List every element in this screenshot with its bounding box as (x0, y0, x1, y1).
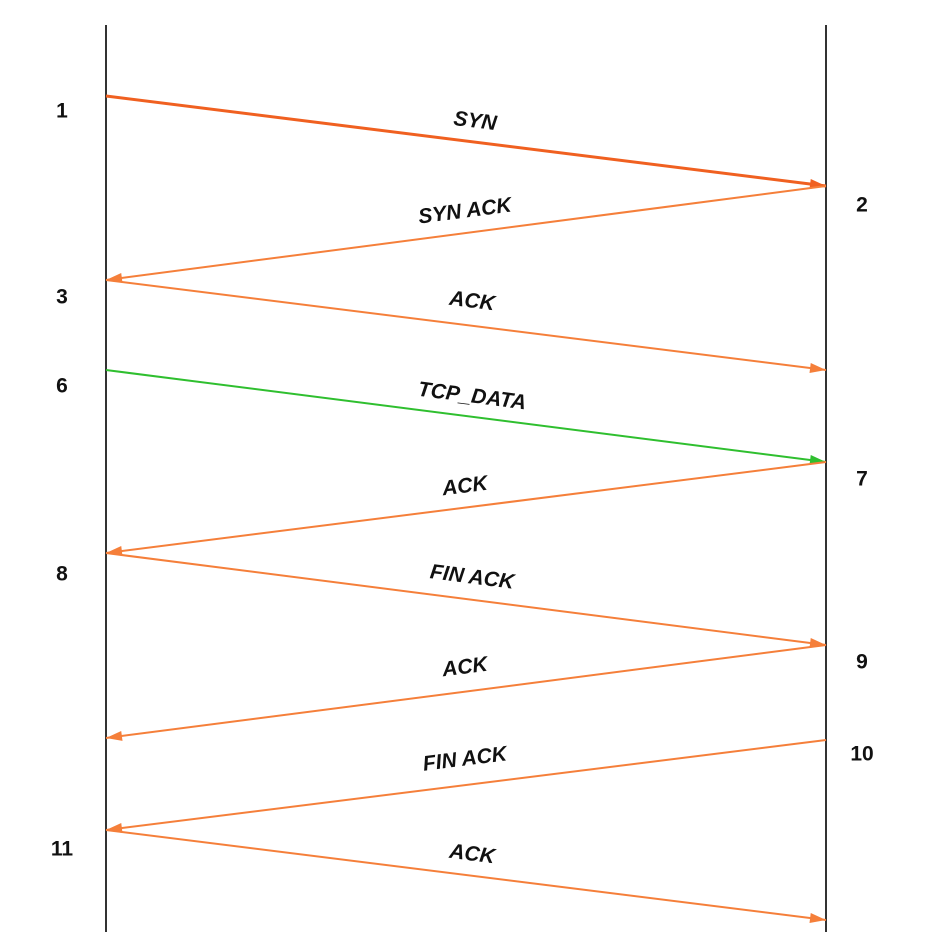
message-arrow (105, 94, 827, 188)
arrow-head (106, 730, 123, 741)
message-label: ACK (447, 840, 498, 869)
message-arrow (105, 185, 827, 281)
event-number: 1 (56, 100, 68, 123)
message-arrow (105, 644, 827, 739)
message-arrow (105, 829, 827, 921)
message-label: FIN ACK (422, 742, 510, 776)
message-arrow (105, 461, 827, 554)
message-label: TCP_DATA (417, 378, 528, 415)
arrow-head (809, 913, 826, 923)
event-number: 9 (856, 651, 868, 674)
event-number: 7 (856, 468, 868, 491)
event-number: 6 (56, 375, 68, 398)
message-label: SYN (452, 107, 499, 135)
message-label: ACK (440, 472, 491, 501)
message-arrow (105, 739, 827, 831)
message-arrow (105, 279, 827, 371)
event-number: 2 (856, 194, 868, 217)
message-label: SYN ACK (417, 193, 515, 228)
arrow-head (809, 363, 826, 373)
message-arrow (105, 369, 827, 463)
event-number: 8 (56, 563, 68, 586)
event-number: 3 (56, 286, 68, 309)
message-arrow (105, 552, 827, 646)
message-label: ACK (440, 653, 491, 682)
event-number: 11 (51, 838, 74, 861)
message-label: FIN ACK (429, 560, 517, 594)
message-label: ACK (447, 287, 498, 316)
event-number: 10 (850, 743, 873, 766)
